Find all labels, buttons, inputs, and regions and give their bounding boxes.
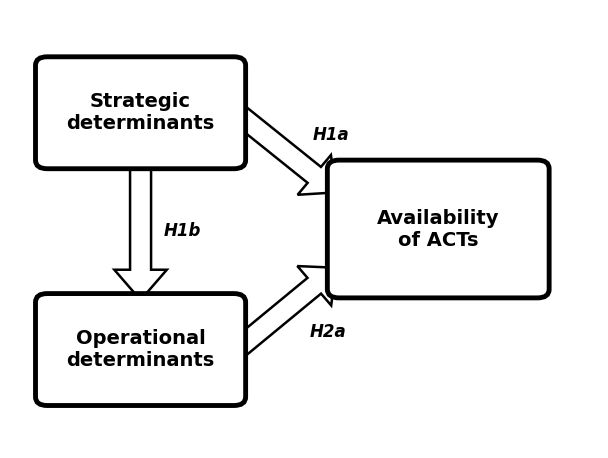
Polygon shape [114,162,167,300]
Polygon shape [230,266,336,357]
Text: Strategic
determinants: Strategic determinants [66,92,215,133]
Text: H2a: H2a [310,323,347,341]
Text: H1b: H1b [164,222,201,240]
Text: Availability
of ACTs: Availability of ACTs [377,208,500,250]
Polygon shape [230,105,336,195]
FancyBboxPatch shape [35,57,246,169]
Text: Operational
determinants: Operational determinants [66,329,215,370]
FancyBboxPatch shape [327,160,549,298]
Text: H1a: H1a [313,126,350,144]
FancyBboxPatch shape [35,294,246,405]
